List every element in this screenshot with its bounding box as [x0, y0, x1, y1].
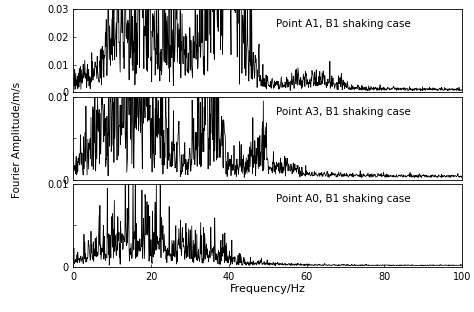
Text: Point A3, B1 shaking case: Point A3, B1 shaking case: [275, 106, 410, 116]
Text: Fourier Amplitude/m/s: Fourier Amplitude/m/s: [11, 82, 22, 198]
X-axis label: Frequency/Hz: Frequency/Hz: [230, 285, 306, 295]
Text: Point A0, B1 shaking case: Point A0, B1 shaking case: [275, 194, 410, 204]
Text: Point A1, B1 shaking case: Point A1, B1 shaking case: [275, 19, 410, 29]
